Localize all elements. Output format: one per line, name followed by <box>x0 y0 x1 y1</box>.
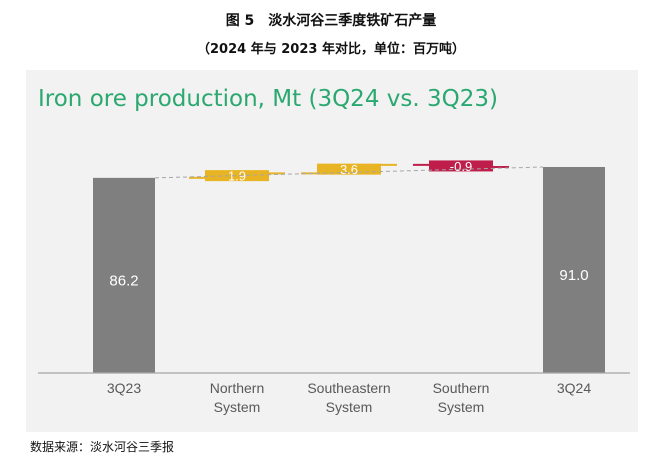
x-tick-label: System <box>326 399 373 415</box>
x-tick-label: System <box>214 399 261 415</box>
data-label-3q24: 91.0 <box>559 267 588 284</box>
x-tick-label: Southeastern <box>307 380 390 396</box>
figure-caption-subtitle: （2024 年与 2023 年对比，单位：百万吨） <box>197 42 465 57</box>
data-label-northern-system: 1.9 <box>228 169 246 184</box>
bar-southern-system <box>429 160 493 172</box>
connector-line <box>154 166 544 179</box>
data-label-3q23: 86.2 <box>109 272 138 289</box>
bar-3q24 <box>543 167 605 373</box>
data-label-southern-system: -0.9 <box>450 159 472 174</box>
bar-southeastern-system <box>317 163 381 175</box>
x-tick-label: 3Q23 <box>107 380 141 396</box>
x-tick-label: Southern <box>433 380 490 396</box>
figure-caption-title: 图 5 淡水河谷三季度铁矿石产量 <box>225 13 437 29</box>
bar-northern-system <box>205 170 269 182</box>
source-note: 数据来源：淡水河谷三季报 <box>30 440 175 454</box>
chart-title: Iron ore production, Mt (3Q24 vs. 3Q23) <box>38 86 498 112</box>
data-label-southeastern-system: 3.6 <box>340 162 358 177</box>
x-tick-label: Northern <box>210 380 264 396</box>
x-tick-label: 3Q24 <box>557 380 591 396</box>
x-tick-label: System <box>438 399 485 415</box>
bar-3q23 <box>93 177 155 373</box>
